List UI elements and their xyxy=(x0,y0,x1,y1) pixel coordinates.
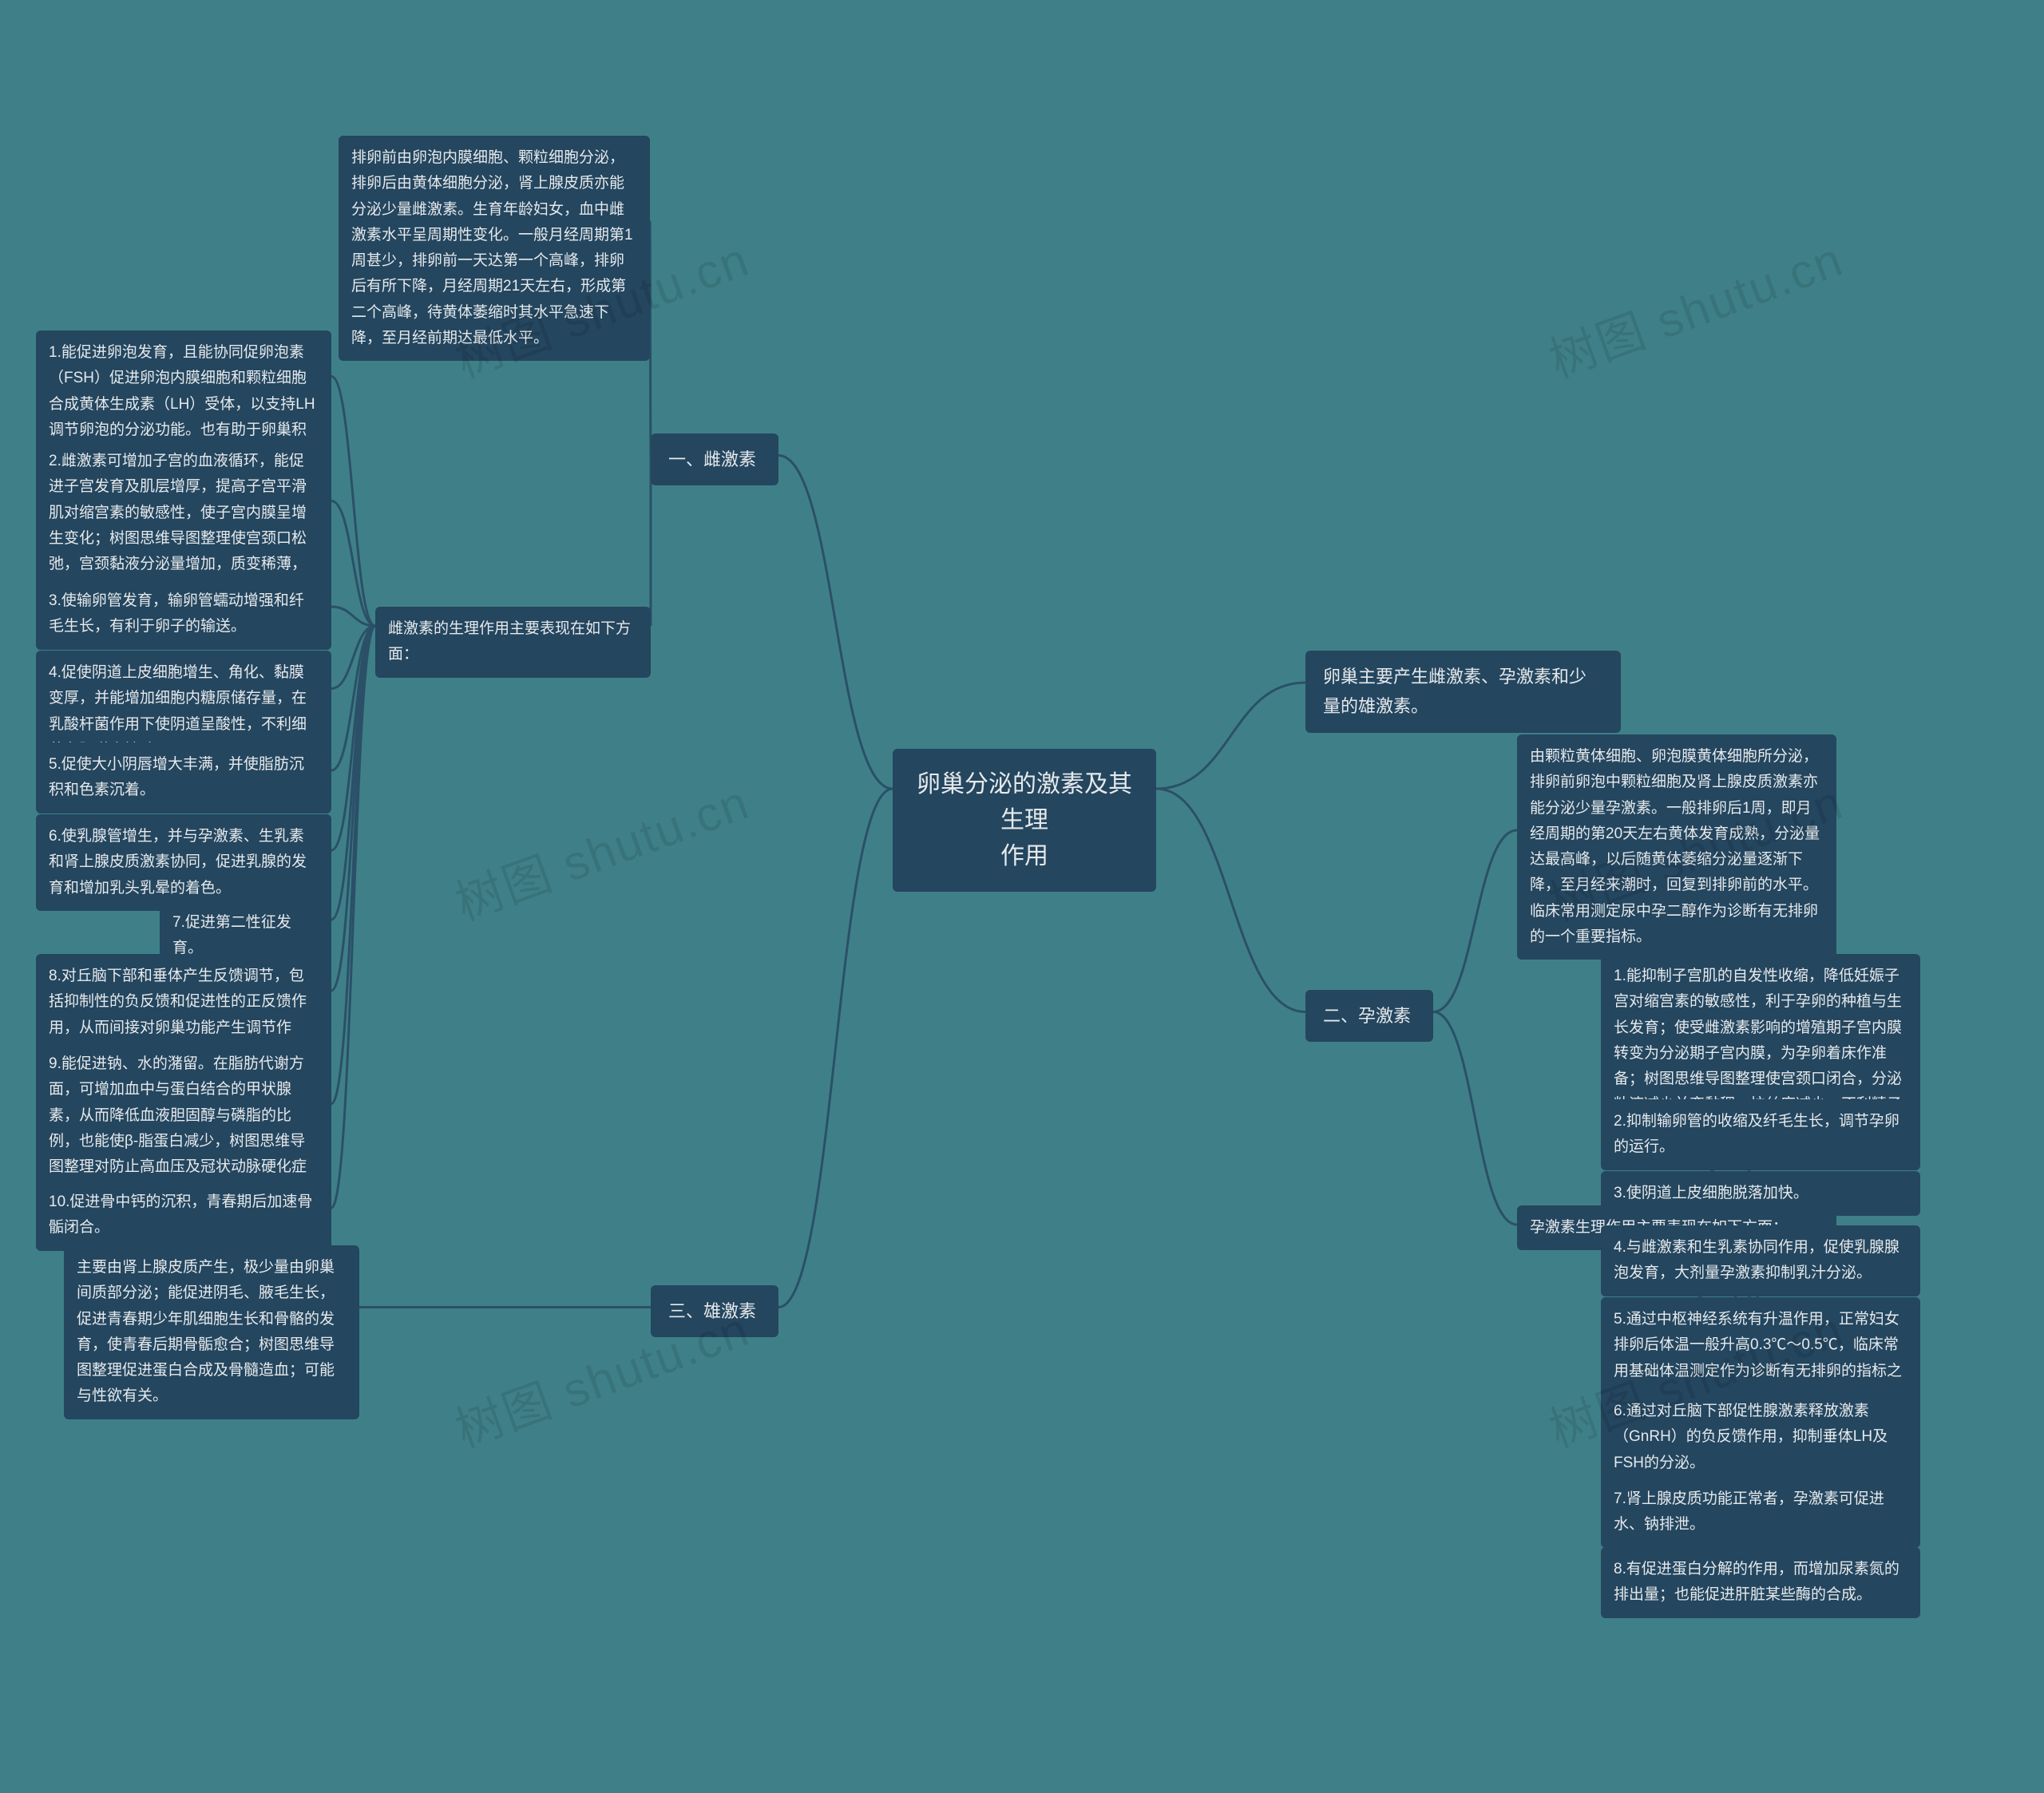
leaf-node-l1b3: 3.使输卵管发育，输卵管蠕动增强和纤毛生长，有利于卵子的输送。 xyxy=(36,579,331,650)
branch-node-l1: 一、雌激素 xyxy=(651,433,778,485)
leaf-node-l1b6: 6.使乳腺管增生，并与孕激素、生乳素和肾上腺皮质激素协同，促进乳腺的发育和增加乳… xyxy=(36,814,331,911)
leaf-node-r1b3: 3.使阴道上皮细胞脱落加快。 xyxy=(1601,1171,1920,1216)
leaf-node-r1b4: 4.与雌激素和生乳素协同作用，促使乳腺腺泡发育，大剂量孕激素抑制乳汁分泌。 xyxy=(1601,1225,1920,1296)
branch-node-l2: 三、雄激素 xyxy=(651,1285,778,1337)
branch-node-r0: 卵巢主要产生雌激素、孕激素和少 量的雄激素。 xyxy=(1305,651,1621,733)
leaf-node-l1b: 雌激素的生理作用主要表现在如下方面： xyxy=(375,607,651,678)
leaf-node-r1b7: 7.肾上腺皮质功能正常者，孕激素可促进水、钠排泄。 xyxy=(1601,1477,1920,1548)
center-node: 卵巢分泌的激素及其生理 作用 xyxy=(893,749,1156,892)
leaf-node-l1b5: 5.促使大小阴唇增大丰满，并使脂肪沉积和色素沉着。 xyxy=(36,742,331,813)
leaf-node-l1b10: 10.促进骨中钙的沉积，青春期后加速骨骺闭合。 xyxy=(36,1180,331,1251)
branch-node-r1: 二、孕激素 xyxy=(1305,990,1433,1042)
leaf-node-r1a: 由颗粒黄体细胞、卵泡膜黄体细胞所分泌，排卵前卵泡中颗粒细胞及肾上腺皮质激素亦能分… xyxy=(1517,734,1836,960)
leaf-node-r1b2: 2.抑制输卵管的收缩及纤毛生长，调节孕卵的运行。 xyxy=(1601,1099,1920,1170)
leaf-node-r1b6: 6.通过对丘脑下部促性腺激素释放激素（GnRH）的负反馈作用，抑制垂体LH及FS… xyxy=(1601,1389,1920,1486)
leaf-node-l2a: 主要由肾上腺皮质产生，极少量由卵巢间质部分泌；能促进阴毛、腋毛生长，促进青春期少… xyxy=(64,1245,359,1419)
leaf-node-r1b8: 8.有促进蛋白分解的作用，而增加尿素氮的排出量；也能促进肝脏某些酶的合成。 xyxy=(1601,1547,1920,1618)
leaf-node-l1a: 排卵前由卵泡内膜细胞、颗粒细胞分泌，排卵后由黄体细胞分泌，肾上腺皮质亦能分泌少量… xyxy=(339,136,650,361)
